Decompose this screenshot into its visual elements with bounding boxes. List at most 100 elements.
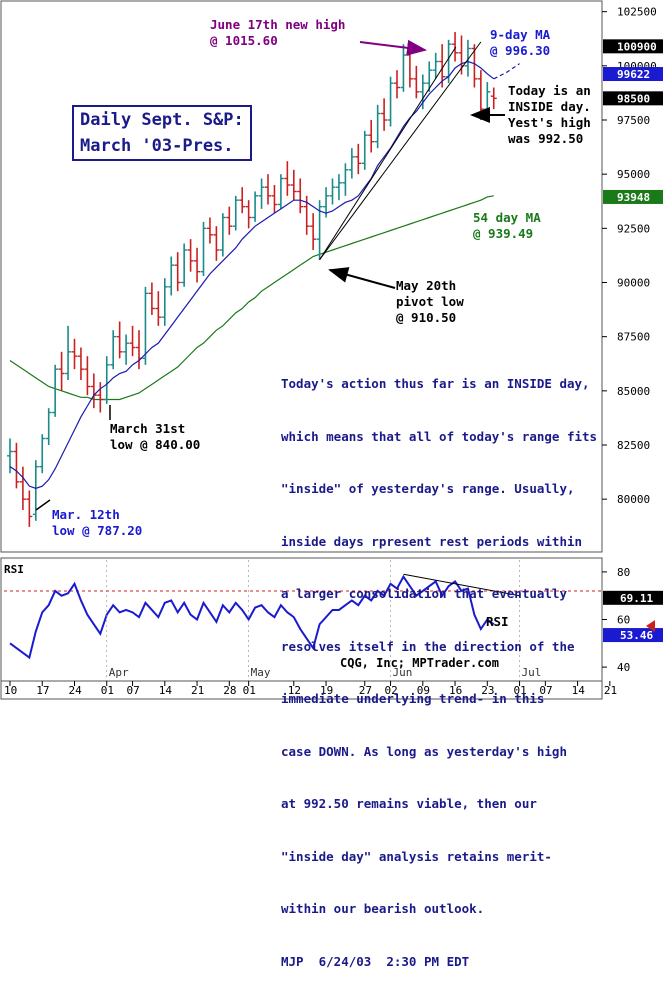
ohlc-bar [387,76,394,127]
x-tick-label: 14 [159,684,173,697]
commentary-line: a larger consolidation that eventually [281,586,567,601]
ohlc-bar [400,44,407,92]
title-line-2: March '03-Pres. [80,136,234,156]
ohlc-bar [355,143,362,175]
ohlc-bar [290,169,297,201]
ohlc-bar [206,217,213,244]
commentary-line: at 992.50 remains viable, then our [281,796,537,811]
month-label: Jun [393,666,413,679]
rsi-line-label: RSI [486,614,509,629]
may20-line-2: pivot low [396,294,464,309]
mar31-line-2: low @ 840.00 [110,437,201,452]
ma54-line [9,195,494,401]
ohlc-bar [19,466,26,510]
x-tick-label: 10 [4,684,17,697]
ohlc-bar [394,70,400,99]
price-panel-frame [0,0,603,553]
ohlc-bar [26,490,33,527]
mar31-line-1: March 31st [110,421,186,436]
ohlc-bar [464,39,471,77]
price-tick-label: 80000 [617,493,650,506]
x-tick-label: 01 [243,684,256,697]
may20-arrow [328,267,396,289]
june-high-arrow [359,39,427,56]
mar12-arrow [35,499,51,511]
x-tick-label: 17 [36,684,49,697]
ma9-line-2: @ 996.30 [490,43,551,58]
price-tick-label: 90000 [617,277,650,290]
today-line-2: INSIDE day. [508,99,591,114]
ohlc-bar [52,364,59,417]
mar12-line-1: Mar. 12th [52,507,120,522]
month-label: Apr [109,666,129,679]
support-trendline [319,41,482,261]
june-high-annotation: June 17th new high @ 1015.60 [210,17,345,49]
commentary-line: case DOWN. As long as yesterday's high [281,743,567,759]
rsi-tick-label: 60 [617,614,630,627]
x-tick-label: 28 [223,684,236,697]
ohlc-bar [413,65,420,99]
ma54-line-2: @ 939.49 [473,226,534,241]
ohlc-bar [329,178,336,205]
rsi-trendline [403,573,520,597]
ohlc-bar [123,334,130,365]
x-tick-label: 01 [101,684,114,697]
ohlc-bar [142,286,149,365]
price-tick-label: 95000 [617,168,650,181]
title-line-1: Daily Sept. S&P: [80,110,244,130]
ohlc-bar [71,338,78,370]
ma54-annotation: 54 day MA @ 939.49 [473,210,541,242]
ohlc-bar [219,213,226,257]
commentary-line: "inside day" analysis retains merit- [281,848,552,864]
ohlc-bar [265,174,271,205]
commentary-line: "inside" of yesterday's range. Usually, [281,481,575,496]
price-tick-label: 102500 [617,6,657,19]
x-tick-label: 23 [481,684,494,697]
rsi-panel-label: RSI [4,563,24,576]
price-badge-label: 99622 [617,68,650,81]
x-tick-label: 21 [191,684,204,697]
ohlc-bar [310,213,317,250]
price-badge [603,189,663,204]
ohlc-bar [187,239,194,272]
may20-line-3: @ 910.50 [396,310,457,325]
x-tick-label: 07 [539,684,552,697]
ohlc-bar [232,195,239,231]
ma54-line-1: 54 day MA [473,210,541,225]
rsi-panel-frame [0,557,603,682]
x-tick-label: 14 [572,684,586,697]
today-line-3: Yest's high [508,115,591,130]
month-label: May [251,666,271,679]
rsi-badge-label: 53.46 [620,629,653,642]
scroll-arrow-icon [646,620,655,632]
ohlc-bar [335,174,342,201]
ohlc-bar [39,434,46,474]
rsi-tick-label: 80 [617,566,630,579]
ohlc-bar [374,104,381,149]
xaxis-strip [0,680,603,700]
ohlc-bar [58,351,65,391]
chart: 80000 82500 85000 87500 90000 92500 95000 97500… [0,0,663,700]
price-tick-label: 92500 [617,222,650,235]
ohlc-bar [181,243,188,287]
ohlc-bar [432,52,439,79]
today-line-1: Today is an [508,83,591,98]
ohlc-bar [129,325,136,357]
ohlc-bar [368,120,375,153]
support-trendline-2 [319,46,457,261]
ohlc-bar [271,185,278,214]
commentary-line: Today's action thus far is an INSIDE day… [281,376,590,391]
ma9-annotation: 9-day MA @ 996.30 [490,27,550,59]
mar31-annotation: March 31st low @ 840.00 [110,421,200,453]
credit-text: CQG, Inc; MPTrader.com [340,656,499,670]
price-tick-label: 97500 [617,114,650,127]
ohlc-bar [45,408,52,445]
ohlc-bar [226,206,233,235]
commentary-line: within our bearish outlook. [281,901,485,916]
price-badge [603,39,663,54]
ohlc-bar [213,226,220,261]
price-tick-label: 82500 [617,439,650,452]
price-badge [603,67,663,82]
ohlc-bar [277,174,284,209]
ohlc-bar [342,163,349,196]
